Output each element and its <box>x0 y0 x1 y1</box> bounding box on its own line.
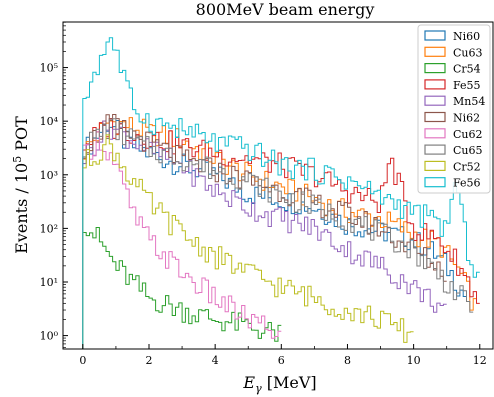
y-tick-label: 10⁴ <box>40 115 59 128</box>
x-tick-label: 8 <box>344 354 351 367</box>
x-tick-label: 0 <box>79 354 86 367</box>
legend-label-mn54: Mn54 <box>453 95 485 108</box>
series-cu65 <box>82 118 474 349</box>
x-axis-label: Eγ [MeV] <box>242 373 316 395</box>
legend-swatch-cr52 <box>424 160 446 171</box>
series-cr52 <box>82 134 414 349</box>
legend-label-cu65: Cu65 <box>453 144 483 157</box>
x-tick-label: 12 <box>473 354 487 367</box>
legend-swatch-cu63 <box>424 46 446 57</box>
legend-label-cr52: Cr52 <box>453 160 481 173</box>
legend-swatch-cr54 <box>424 62 446 74</box>
plot-frame <box>62 21 494 350</box>
legend-label-cr54: Cr54 <box>453 63 481 76</box>
y-tick-label: 10⁰ <box>40 330 59 343</box>
legend-label-cu62: Cu62 <box>453 128 483 141</box>
x-tick-label: 2 <box>146 354 153 367</box>
legend-swatch-fe55 <box>424 79 446 90</box>
legend-swatch-cu62 <box>424 128 446 139</box>
x-tick-label: 10 <box>407 354 421 367</box>
x-tick-label: 4 <box>212 354 219 367</box>
legend-swatch-ni60 <box>424 30 446 41</box>
legend-swatch-mn54 <box>424 95 446 106</box>
legend: Ni60 Cu63 Cr54 Fe55 Mn54 Ni62 Cu62 Cu65 Cr52 Fe56 <box>417 24 491 194</box>
series-cu62 <box>82 131 282 349</box>
y-tick-label: 10¹ <box>40 276 58 289</box>
legend-label-ni60: Ni60 <box>453 30 480 43</box>
y-tick-label: 10³ <box>40 169 58 182</box>
legend-label-cu63: Cu63 <box>453 46 483 59</box>
series-cu63 <box>82 117 477 349</box>
series-ni60 <box>82 120 467 349</box>
chart-title: 800MeV beam energy <box>196 0 375 19</box>
legend-swatch-cu65 <box>424 144 446 155</box>
legend-label-fe56: Fe56 <box>453 177 481 190</box>
legend-box <box>417 24 491 194</box>
legend-label-fe55: Fe55 <box>453 79 481 92</box>
series-layer <box>82 37 480 349</box>
series-fe56 <box>82 37 480 349</box>
y-axis-label: Events / 105 POT <box>11 116 31 254</box>
legend-label-ni62: Ni62 <box>453 112 480 125</box>
x-tick-label: 6 <box>278 354 285 367</box>
y-tick-label: 10⁵ <box>40 62 58 75</box>
series-ni62 <box>82 114 447 349</box>
legend-swatch-ni62 <box>424 111 446 123</box>
y-tick-label: 10² <box>40 222 58 235</box>
legend-swatch-fe56 <box>424 177 446 188</box>
axis-ticks: 0 2 4 6 8 10 12 10⁰ 10¹ 10² 10³ 10⁴ 10⁵ <box>40 21 487 367</box>
